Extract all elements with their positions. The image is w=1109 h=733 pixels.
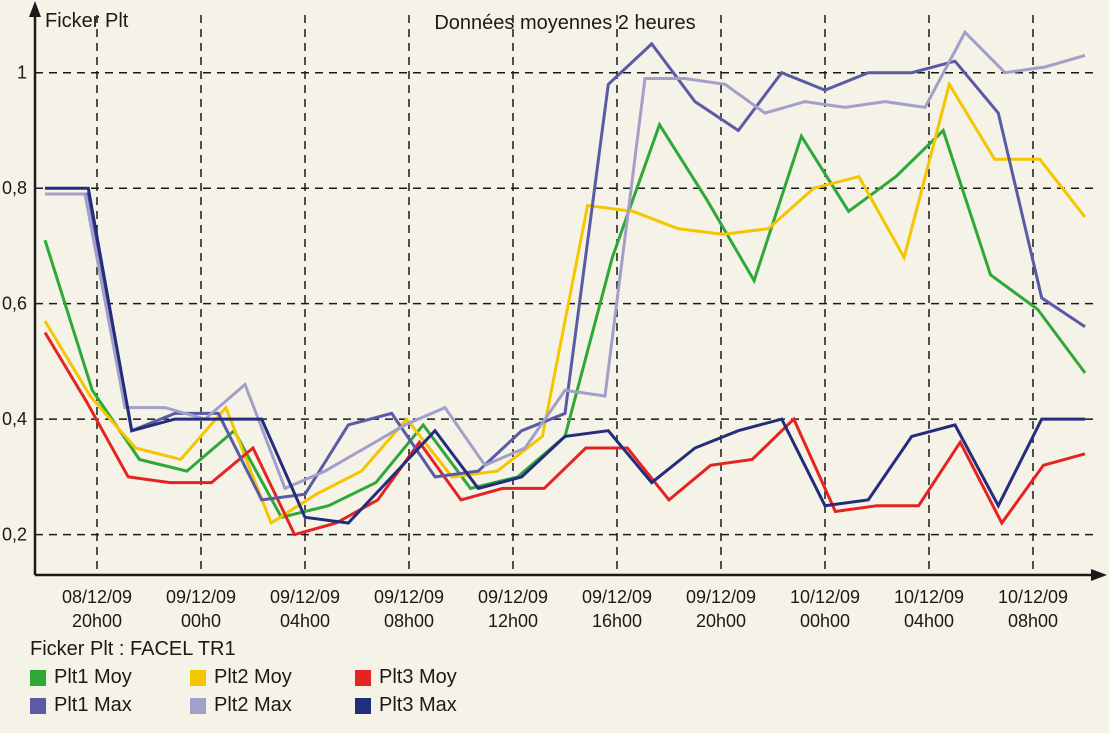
legend-swatch — [190, 698, 206, 714]
x-tick-label-date: 09/12/09 — [374, 587, 444, 607]
y-tick-label: 1 — [17, 63, 27, 83]
y-tick-label: 0,6 — [2, 294, 27, 314]
arrowhead-up-icon — [29, 1, 41, 17]
y-tick-label: 0,8 — [2, 178, 27, 198]
x-tick-label-time: 04h00 — [280, 611, 330, 631]
chart-svg: 0,2 0,4 0,6 0,8 1 08/12/09 20h00 09/12/09 00h0 09… — [0, 0, 1109, 733]
x-tick-label-time: 20h00 — [696, 611, 746, 631]
legend-label: Plt2 Max — [214, 694, 292, 716]
x-tick-label-time: 08h00 — [384, 611, 434, 631]
x-tick-label-time: 08h00 — [1008, 611, 1058, 631]
x-tick-label-time: 20h00 — [72, 611, 122, 631]
legend-swatch — [355, 670, 371, 686]
x-tick-label-date: 10/12/09 — [998, 587, 1068, 607]
x-tick-label-date: 08/12/09 — [62, 587, 132, 607]
arrowhead-right-icon — [1091, 569, 1107, 581]
legend-label: Plt3 Moy — [379, 666, 457, 688]
legend-swatch — [190, 670, 206, 686]
chart-title: Données moyennes 2 heures — [434, 12, 695, 34]
x-tick-label-time: 00h0 — [181, 611, 221, 631]
legend-title: Ficker Plt : FACEL TR1 — [30, 638, 236, 660]
x-tick-label-date: 10/12/09 — [894, 587, 964, 607]
x-tick-label-time: 12h00 — [488, 611, 538, 631]
x-tick-label-date: 09/12/09 — [686, 587, 756, 607]
x-tick-label-time: 16h00 — [592, 611, 642, 631]
x-tick-label-date: 10/12/09 — [790, 587, 860, 607]
legend-swatch — [30, 698, 46, 714]
legend-label: Plt2 Moy — [214, 666, 292, 688]
y-tick-label: 0,2 — [2, 525, 27, 545]
legend-label: Plt1 Moy — [54, 666, 132, 688]
legend-swatch — [355, 698, 371, 714]
flicker-chart: 0,2 0,4 0,6 0,8 1 08/12/09 20h00 09/12/09 00h0 09… — [0, 0, 1109, 733]
x-tick-label-time: 00h00 — [800, 611, 850, 631]
x-tick-label-date: 09/12/09 — [582, 587, 652, 607]
y-axis-title: Ficker Plt — [45, 10, 129, 32]
y-tick-label: 0,4 — [2, 409, 27, 429]
x-tick-label-date: 09/12/09 — [166, 587, 236, 607]
x-tick-label-time: 04h00 — [904, 611, 954, 631]
legend-swatch — [30, 670, 46, 686]
legend-label: Plt3 Max — [379, 694, 457, 716]
x-tick-label-date: 09/12/09 — [478, 587, 548, 607]
legend-label: Plt1 Max — [54, 694, 132, 716]
x-tick-label-date: 09/12/09 — [270, 587, 340, 607]
